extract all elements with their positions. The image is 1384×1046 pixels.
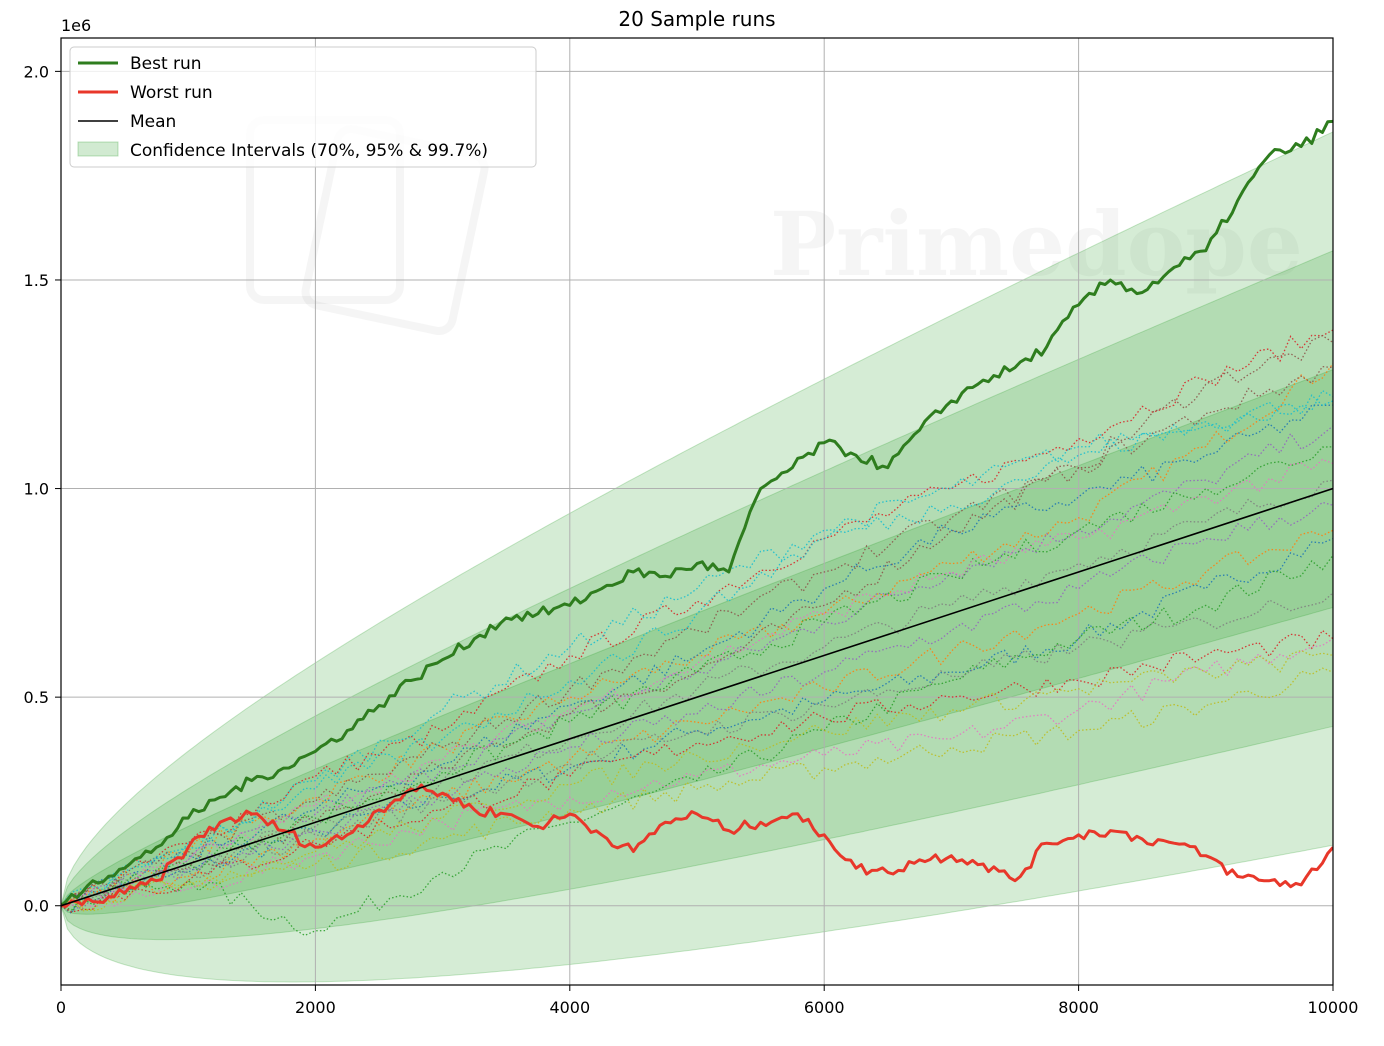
sample-run-line [61, 501, 1333, 907]
sample-run-line [61, 394, 1333, 907]
y-tick-label: 0.0 [24, 897, 49, 916]
confidence-band-3sigma [61, 131, 1333, 983]
sample-run-line [61, 629, 1333, 913]
sample-run-line [61, 365, 1333, 907]
worst-run-line [61, 783, 1333, 908]
sample-run-line [61, 649, 1333, 912]
y-tick-label: 1.0 [24, 480, 49, 499]
x-tick-label: 0 [56, 998, 66, 1017]
axes-frame [60, 37, 1334, 986]
x-tick-label: 10000 [1308, 998, 1359, 1017]
sample-run-line [61, 554, 1333, 937]
y-offset-label: 1e6 [61, 16, 91, 35]
grid [61, 38, 1333, 985]
x-tick-label: 2000 [295, 998, 336, 1017]
sample-run-line [61, 638, 1333, 910]
sample-run-line [61, 363, 1333, 907]
x-tick-label: 4000 [549, 998, 590, 1017]
mean-line [61, 487, 1333, 907]
plot-area [61, 38, 1333, 985]
confidence-band-2sigma [61, 250, 1333, 941]
legend-worst-label: Worst run [130, 83, 213, 103]
chart-title: 20 Sample runs [618, 7, 775, 31]
legend-mean-label: Mean [130, 112, 176, 132]
x-tick-label: 6000 [804, 998, 845, 1017]
axis-ticks: 0 2000 4000 6000 8000 10000 0.0 0.5 1.0 1.5 2.0 [24, 62, 1359, 1017]
y-tick-label: 1.5 [24, 271, 49, 290]
sample-run-line [61, 479, 1333, 910]
y-tick-label: 0.5 [24, 688, 49, 707]
legend-ci-swatch [77, 141, 119, 157]
best-run-line [61, 119, 1333, 907]
sample-run-line [61, 667, 1333, 912]
sample-run-line [61, 592, 1333, 907]
legend-box [69, 46, 537, 168]
sample-run-line [61, 334, 1333, 907]
plot-content [61, 38, 1333, 985]
legend: Best run Worst run Mean Confidence Inter… [69, 46, 537, 168]
legend-best-label: Best run [130, 54, 202, 74]
y-tick-label: 2.0 [24, 62, 49, 81]
legend-ci-label: Confidence Intervals (70%, 95% & 99.7%) [130, 141, 488, 161]
x-tick-label: 8000 [1058, 998, 1099, 1017]
sample-run-line [61, 389, 1333, 907]
